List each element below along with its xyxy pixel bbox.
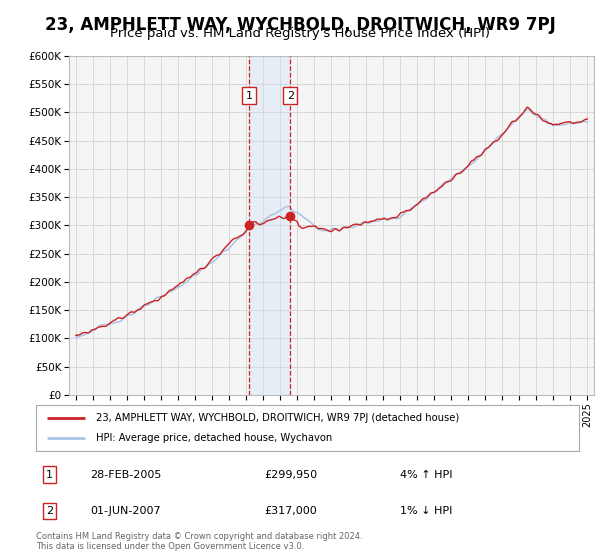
- Text: 28-FEB-2005: 28-FEB-2005: [91, 470, 161, 479]
- Text: £317,000: £317,000: [264, 506, 317, 516]
- Text: 1: 1: [46, 470, 53, 479]
- Text: 01-JUN-2007: 01-JUN-2007: [91, 506, 161, 516]
- Text: 1: 1: [245, 91, 253, 101]
- Text: 4% ↑ HPI: 4% ↑ HPI: [400, 470, 452, 479]
- Bar: [249, 56, 290, 395]
- Text: 2: 2: [46, 506, 53, 516]
- Text: HPI: Average price, detached house, Wychavon: HPI: Average price, detached house, Wych…: [96, 433, 332, 443]
- Text: £299,950: £299,950: [264, 470, 317, 479]
- Text: 23, AMPHLETT WAY, WYCHBOLD, DROITWICH, WR9 7PJ (detached house): 23, AMPHLETT WAY, WYCHBOLD, DROITWICH, W…: [96, 413, 459, 423]
- Text: 23, AMPHLETT WAY, WYCHBOLD, DROITWICH, WR9 7PJ: 23, AMPHLETT WAY, WYCHBOLD, DROITWICH, W…: [44, 16, 556, 34]
- Text: Contains HM Land Registry data © Crown copyright and database right 2024.
This d: Contains HM Land Registry data © Crown c…: [36, 532, 362, 552]
- Text: Price paid vs. HM Land Registry's House Price Index (HPI): Price paid vs. HM Land Registry's House …: [110, 27, 490, 40]
- Text: 1% ↓ HPI: 1% ↓ HPI: [400, 506, 452, 516]
- FancyBboxPatch shape: [36, 405, 579, 451]
- Text: 2: 2: [287, 91, 294, 101]
